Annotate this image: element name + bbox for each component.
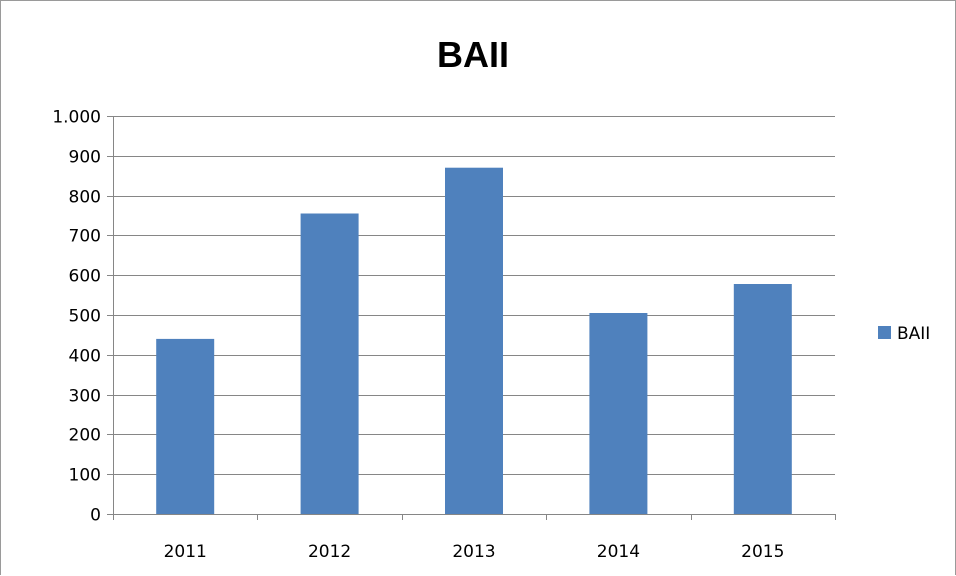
y-tick-label: 0: [90, 506, 101, 526]
y-tick-label: 700: [69, 227, 101, 247]
y-tick-label: 1.000: [52, 108, 101, 128]
y-tick-label: 500: [69, 307, 101, 327]
y-tick-label: 400: [69, 347, 101, 367]
y-tick-label: 100: [69, 466, 101, 486]
axes: [107, 116, 836, 520]
x-tick-label: 2013: [452, 542, 495, 562]
x-tick-label: 2014: [597, 542, 640, 562]
x-tick-label: 2012: [308, 542, 351, 562]
y-tick-labels: 0 100 200 300 400 500 600 700 800 900 1.000: [52, 108, 101, 526]
bar-2015: [733, 284, 792, 514]
y-tick-label: 200: [69, 426, 101, 446]
bar-2011: [156, 338, 215, 514]
legend-label: BAII: [897, 324, 930, 344]
y-tick-label: 600: [69, 267, 101, 287]
bar-2012: [300, 213, 359, 514]
bars: [156, 167, 792, 514]
bar-2013: [445, 167, 503, 514]
x-tick-labels: 2011 2012 2013 2014 2015: [164, 542, 785, 562]
x-tick-label: 2015: [741, 542, 784, 562]
x-tick-label: 2011: [164, 542, 207, 562]
y-tick-label: 800: [69, 188, 101, 208]
chart-title: BAII: [437, 34, 509, 75]
y-tick-label: 300: [69, 387, 101, 407]
legend: BAII: [878, 324, 930, 344]
y-tick-label: 900: [69, 148, 101, 168]
bar-2014: [589, 313, 648, 514]
legend-swatch: [878, 326, 891, 339]
